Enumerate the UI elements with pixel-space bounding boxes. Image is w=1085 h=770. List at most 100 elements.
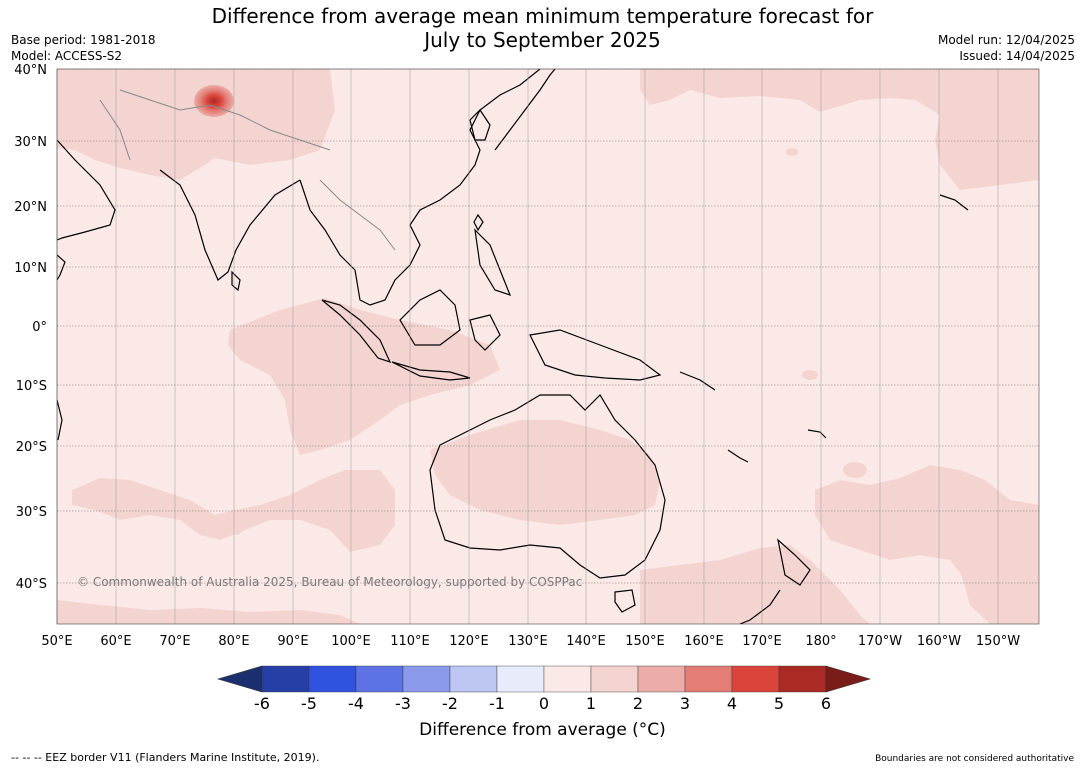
coast-new-guinea xyxy=(529,329,662,381)
base-period: Base period: 1981-2018 xyxy=(11,33,156,47)
coast-new-caledonia xyxy=(727,449,749,463)
longitude-label: 60°E xyxy=(100,634,131,649)
latitude-label: 30°S xyxy=(16,505,47,520)
colorbar-tick-label: 2 xyxy=(633,694,643,713)
colorbar-tick-label: -2 xyxy=(442,694,458,713)
colorbar-tick-label: -6 xyxy=(254,694,270,713)
longitude-label: 150°W xyxy=(976,634,1020,649)
map-frame xyxy=(56,68,1040,625)
latitude-label: 40°S xyxy=(16,577,47,592)
anomaly-region-south-indian xyxy=(72,470,395,552)
longitude-label: 80°E xyxy=(218,634,249,649)
colorbar-label: Difference from average (°C) xyxy=(419,720,666,740)
anomaly-region-small-1 xyxy=(843,462,867,478)
colorbar-segment xyxy=(355,665,404,693)
colorbar-tick-label: 3 xyxy=(680,694,690,713)
copyright-notice: © Commonwealth of Australia 2025, Bureau… xyxy=(77,575,582,589)
coast-korea xyxy=(469,109,491,141)
longitude-label: 160°W xyxy=(917,634,961,649)
coast-se-asia xyxy=(299,69,541,306)
longitude-label: 100°E xyxy=(331,634,371,649)
colorbar-segment xyxy=(778,665,827,693)
anomaly-region-small-4 xyxy=(786,148,798,156)
coast-new-zealand-south xyxy=(739,589,781,624)
anomaly-region-small-3 xyxy=(802,370,818,380)
colorbar-tick-label: 0 xyxy=(539,694,549,713)
longitude-label: 70°E xyxy=(159,634,190,649)
coast-japan xyxy=(494,69,556,151)
latitude-label: 10°S xyxy=(16,379,47,394)
coast-hawaii xyxy=(939,194,969,211)
latitude-label: 40°N xyxy=(14,63,47,78)
latitude-label: 30°N xyxy=(14,135,47,150)
anomaly-region-small-2 xyxy=(228,515,244,535)
colorbar-tick-label: -1 xyxy=(489,694,505,713)
anomaly-region-south-pacific-2 xyxy=(960,560,1039,624)
latitude-label: 20°S xyxy=(16,440,47,455)
colorbar-segment xyxy=(308,665,357,693)
border-central-asia xyxy=(119,89,331,151)
anomaly-region-indian-ocean xyxy=(228,298,500,455)
coast-india xyxy=(159,169,301,281)
coast-australia xyxy=(429,394,666,579)
coast-taiwan xyxy=(473,213,484,232)
anomaly-region-southwest xyxy=(57,600,360,624)
title-line-1: Difference from average mean minimum tem… xyxy=(211,4,874,28)
country-borders xyxy=(99,89,396,251)
coast-borneo xyxy=(399,289,461,346)
coast-sumatra xyxy=(321,299,392,364)
colorbar-tick-label: 4 xyxy=(727,694,737,713)
coast-java xyxy=(391,361,471,381)
longitude-label: 50°E xyxy=(41,634,72,649)
latitude-label: 0° xyxy=(32,320,47,335)
coast-sulawesi xyxy=(469,314,501,351)
latitude-labels: 40°N 30°N 20°N 10°N 0° 10°S 20°S 30°S 40°S xyxy=(14,63,47,592)
colorbar-segment xyxy=(449,665,498,693)
longitude-label: 110°E xyxy=(390,634,430,649)
longitude-label: 140°E xyxy=(566,634,606,649)
longitude-label: 120°E xyxy=(449,634,489,649)
colorbar-segment xyxy=(543,665,592,693)
colorbar-ticks: -6 -5 -4 -3 -2 -1 0 1 2 3 4 5 6 xyxy=(254,694,831,713)
border-se-asia xyxy=(319,179,396,251)
boundary-disclaimer: Boundaries are not considered authoritat… xyxy=(875,754,1074,764)
colorbar-tick-label: -3 xyxy=(395,694,411,713)
anomaly-region-central-asia xyxy=(57,69,335,180)
colorbar-segment xyxy=(731,665,780,693)
longitude-label: 90°E xyxy=(277,634,308,649)
border-iran xyxy=(99,99,131,161)
colorbar-tick-label: 1 xyxy=(586,694,596,713)
coast-solomons xyxy=(679,371,716,391)
colorbar-tick-label: -4 xyxy=(348,694,364,713)
colorbar-tick-label: -5 xyxy=(301,694,317,713)
coast-arabia xyxy=(57,139,116,241)
colorbar-segment xyxy=(684,665,733,693)
longitude-label: 170°E xyxy=(742,634,782,649)
latitude-label: 10°N xyxy=(14,261,47,276)
colorbar-segment xyxy=(637,665,686,693)
model-name: Model: ACCESS-S2 xyxy=(11,49,123,63)
longitude-label: 160°E xyxy=(684,634,724,649)
coast-new-zealand-north xyxy=(777,538,811,586)
latitude-label: 20°N xyxy=(14,200,47,215)
colorbar-segment xyxy=(590,665,639,693)
coast-tasmania xyxy=(614,589,636,613)
colorbar-tick-label: 6 xyxy=(821,694,831,713)
longitude-label: 180° xyxy=(805,634,836,649)
anomaly-hotspot-tibet xyxy=(194,85,234,117)
longitude-label: 130°E xyxy=(508,634,548,649)
gridlines xyxy=(56,68,1039,624)
colorbar-segment xyxy=(496,665,545,693)
coastlines xyxy=(57,69,969,624)
longitude-label: 150°E xyxy=(625,634,665,649)
longitude-labels: 50°E 60°E 70°E 80°E 90°E 100°E 110°E 120°E 130°E… xyxy=(41,634,1020,649)
longitude-label: 170°W xyxy=(858,634,902,649)
coast-horn-africa xyxy=(57,254,66,281)
coast-philippines xyxy=(474,228,512,296)
colorbar-extend-low xyxy=(216,665,263,693)
eez-border-note: -- -- -- EEZ border V11 (Flanders Marine… xyxy=(11,751,320,764)
colorbar-segment xyxy=(261,665,310,693)
meta-left: Base period: 1981-2018 Model: ACCESS-S2 xyxy=(11,32,156,64)
colorbar: -6 -5 -4 -3 -2 -1 0 1 2 3 4 5 6 xyxy=(216,665,872,713)
chart-title: Difference from average mean minimum tem… xyxy=(0,4,1085,52)
